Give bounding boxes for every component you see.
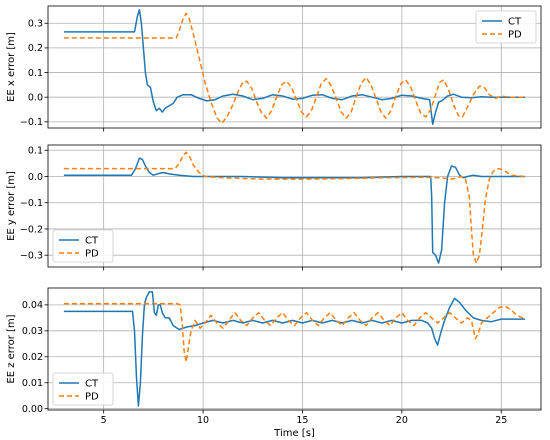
y-tick-label: 0.01: [22, 378, 43, 389]
legend: CT PD: [475, 10, 537, 44]
legend: CT PD: [52, 229, 114, 263]
y-tick-label: 0.0: [28, 172, 43, 183]
axes-frame: [47, 287, 542, 411]
y-tick-label: −0.3: [20, 250, 43, 261]
series-ct-line-z: [63, 291, 526, 407]
y-tick-label: 0.3: [28, 19, 43, 30]
y-tick-label: −0.1: [20, 117, 43, 128]
legend-box: [52, 372, 114, 406]
series-pd-line-x: [63, 12, 526, 124]
y-tick-label: −0.2: [20, 224, 43, 235]
x-axis-label: Time [s]: [273, 428, 315, 439]
legend-box: [52, 229, 114, 263]
legend-label-pd: PD: [85, 392, 99, 403]
y-axis-label: EE x error [m]: [6, 32, 17, 102]
series-ct-line-x: [63, 8, 526, 126]
legend-label-ct: CT: [85, 236, 99, 247]
axes-frame: [47, 5, 542, 129]
y-tick-label: 0.0: [28, 92, 43, 103]
y-tick-label: 0.02: [22, 352, 43, 363]
y-tick-label: 0.2: [28, 43, 43, 54]
subplot-y: −0.3 −0.2 −0.1 0.0 0.1 EE y error [m] CT PD: [6, 144, 542, 271]
x-tick-label: 20: [396, 415, 408, 426]
series-ct-line-y: [63, 157, 526, 264]
y-tick-label: 0.03: [22, 326, 43, 337]
y-tick-label: −0.1: [20, 198, 43, 209]
series-pd-line-y: [63, 151, 526, 264]
legend-label-pd: PD: [508, 30, 522, 41]
x-tick-label: 10: [197, 415, 209, 426]
legend: CT PD: [52, 372, 114, 406]
legend-label-pd: PD: [85, 249, 99, 260]
series-pd-line-z: [63, 302, 526, 363]
subplot-x: −0.1 0.0 0.1 0.2 0.3 EE x error [m] CT PD: [6, 5, 542, 132]
legend-box: [475, 10, 537, 44]
y-tick-label: 0.1: [28, 146, 43, 157]
axes-frame: [47, 144, 542, 268]
x-tick-label: 25: [495, 415, 507, 426]
y-tick-label: 0.1: [28, 68, 43, 79]
y-axis-label: EE y error [m]: [6, 171, 17, 241]
y-tick-label: 0.04: [22, 300, 43, 311]
y-axis-label: EE z error [m]: [6, 314, 17, 383]
subplot-z: 0.00 0.01 0.02 0.03 0.04 5 10 15 20 25 EE z error …: [6, 287, 542, 439]
x-tick-label: 15: [296, 415, 308, 426]
legend-label-ct: CT: [85, 379, 99, 390]
legend-label-ct: CT: [508, 17, 522, 28]
y-tick-label: 0.00: [22, 404, 43, 415]
x-tick-label: 5: [101, 415, 107, 426]
